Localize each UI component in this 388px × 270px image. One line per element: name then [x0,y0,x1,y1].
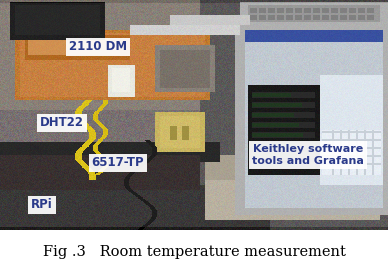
Text: Fig .3   Room temperature measurement: Fig .3 Room temperature measurement [43,245,345,259]
Text: DHT22: DHT22 [40,116,84,130]
Text: 2110 DM: 2110 DM [69,40,127,53]
Text: RPi: RPi [31,198,53,211]
Text: 6517-TP: 6517-TP [92,157,144,170]
Text: Keithley software
tools and Grafana: Keithley software tools and Grafana [252,144,364,166]
